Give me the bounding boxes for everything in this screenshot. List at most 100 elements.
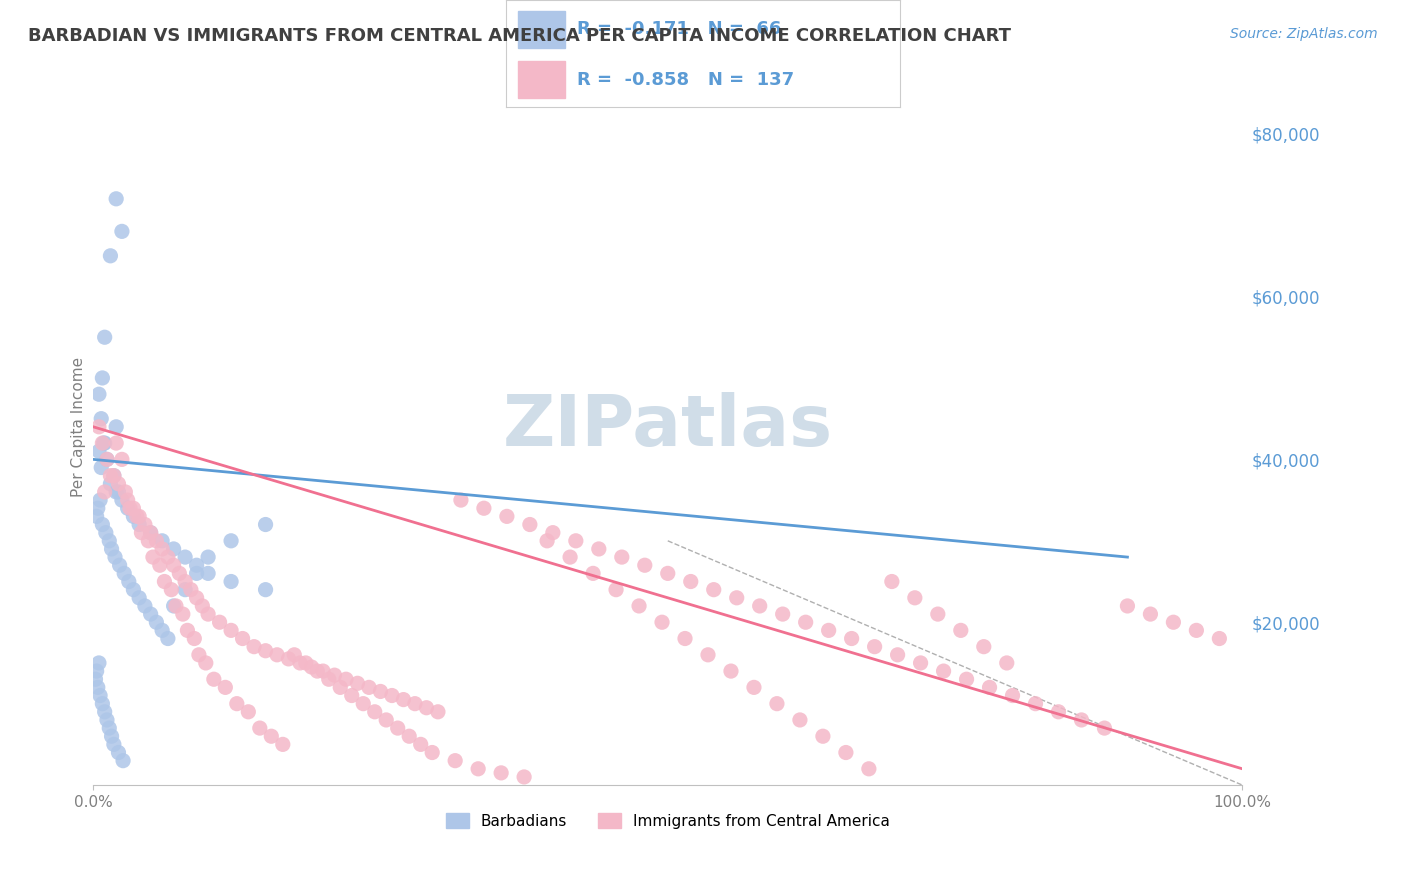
- Point: [657, 566, 679, 581]
- Point: [100, 249, 122, 263]
- Point: [219, 533, 242, 548]
- Point: [519, 517, 541, 532]
- Point: [329, 681, 352, 695]
- Point: [87, 501, 110, 516]
- Point: [149, 558, 172, 573]
- Y-axis label: Per Capita Income: Per Capita Income: [72, 357, 86, 497]
- Point: [128, 509, 150, 524]
- Point: [165, 599, 187, 613]
- Text: R =  -0.858   N =  137: R = -0.858 N = 137: [576, 71, 794, 89]
- Point: [111, 452, 134, 467]
- Point: [93, 436, 115, 450]
- Point: [118, 501, 141, 516]
- Point: [634, 558, 657, 573]
- Point: [610, 550, 633, 565]
- Point: [1001, 689, 1024, 703]
- Point: [536, 533, 558, 548]
- Point: [973, 640, 995, 654]
- Point: [107, 485, 129, 500]
- Point: [357, 681, 380, 695]
- Point: [197, 550, 219, 565]
- Point: [565, 533, 588, 548]
- Bar: [517, 11, 565, 48]
- Point: [150, 533, 173, 548]
- Point: [202, 672, 225, 686]
- Point: [375, 713, 398, 727]
- Point: [219, 624, 242, 638]
- Point: [558, 550, 581, 565]
- Point: [86, 664, 108, 678]
- Point: [125, 509, 148, 524]
- Point: [392, 692, 415, 706]
- Point: [254, 644, 277, 658]
- Point: [96, 452, 118, 467]
- Point: [249, 721, 271, 735]
- Point: [288, 656, 311, 670]
- Point: [955, 672, 977, 686]
- Point: [197, 607, 219, 621]
- Text: BARBADIAN VS IMMIGRANTS FROM CENTRAL AMERICA PER CAPITA INCOME CORRELATION CHART: BARBADIAN VS IMMIGRANTS FROM CENTRAL AME…: [28, 27, 1011, 45]
- Point: [283, 648, 305, 662]
- Point: [111, 224, 134, 238]
- Point: [93, 485, 115, 500]
- Point: [932, 664, 955, 678]
- Point: [117, 493, 139, 508]
- Point: [156, 632, 179, 646]
- Point: [444, 754, 467, 768]
- Point: [1047, 705, 1070, 719]
- Point: [949, 624, 972, 638]
- Point: [139, 525, 162, 540]
- Point: [238, 705, 260, 719]
- Point: [352, 697, 374, 711]
- Point: [420, 746, 443, 760]
- Point: [90, 411, 112, 425]
- Point: [766, 697, 789, 711]
- Point: [794, 615, 817, 630]
- Point: [100, 541, 122, 556]
- Point: [93, 330, 115, 344]
- Point: [651, 615, 673, 630]
- Legend: Barbadians, Immigrants from Central America: Barbadians, Immigrants from Central Amer…: [440, 806, 896, 835]
- Point: [100, 468, 122, 483]
- Point: [346, 676, 368, 690]
- Point: [927, 607, 949, 621]
- Point: [979, 681, 1001, 695]
- Point: [725, 591, 748, 605]
- Point: [364, 705, 387, 719]
- Point: [105, 436, 128, 450]
- Point: [145, 615, 167, 630]
- Point: [122, 582, 145, 597]
- Point: [880, 574, 903, 589]
- Point: [277, 652, 299, 666]
- Point: [197, 566, 219, 581]
- Point: [89, 493, 111, 508]
- Bar: [517, 61, 565, 98]
- Point: [174, 550, 197, 565]
- Point: [318, 672, 340, 686]
- Point: [863, 640, 886, 654]
- Point: [720, 664, 742, 678]
- Point: [174, 574, 197, 589]
- Point: [139, 607, 162, 621]
- Point: [150, 624, 173, 638]
- Point: [254, 582, 277, 597]
- Point: [160, 582, 183, 597]
- Point: [886, 648, 908, 662]
- Point: [673, 632, 696, 646]
- Point: [789, 713, 811, 727]
- Point: [910, 656, 932, 670]
- Point: [105, 485, 128, 500]
- Point: [93, 436, 115, 450]
- Point: [98, 721, 121, 735]
- Point: [186, 566, 208, 581]
- Point: [219, 574, 242, 589]
- Point: [87, 387, 110, 401]
- Point: [145, 533, 167, 548]
- Point: [186, 591, 208, 605]
- Point: [112, 566, 135, 581]
- Point: [243, 640, 266, 654]
- Point: [995, 656, 1018, 670]
- Point: [91, 517, 114, 532]
- Point: [105, 192, 128, 206]
- Point: [1094, 721, 1116, 735]
